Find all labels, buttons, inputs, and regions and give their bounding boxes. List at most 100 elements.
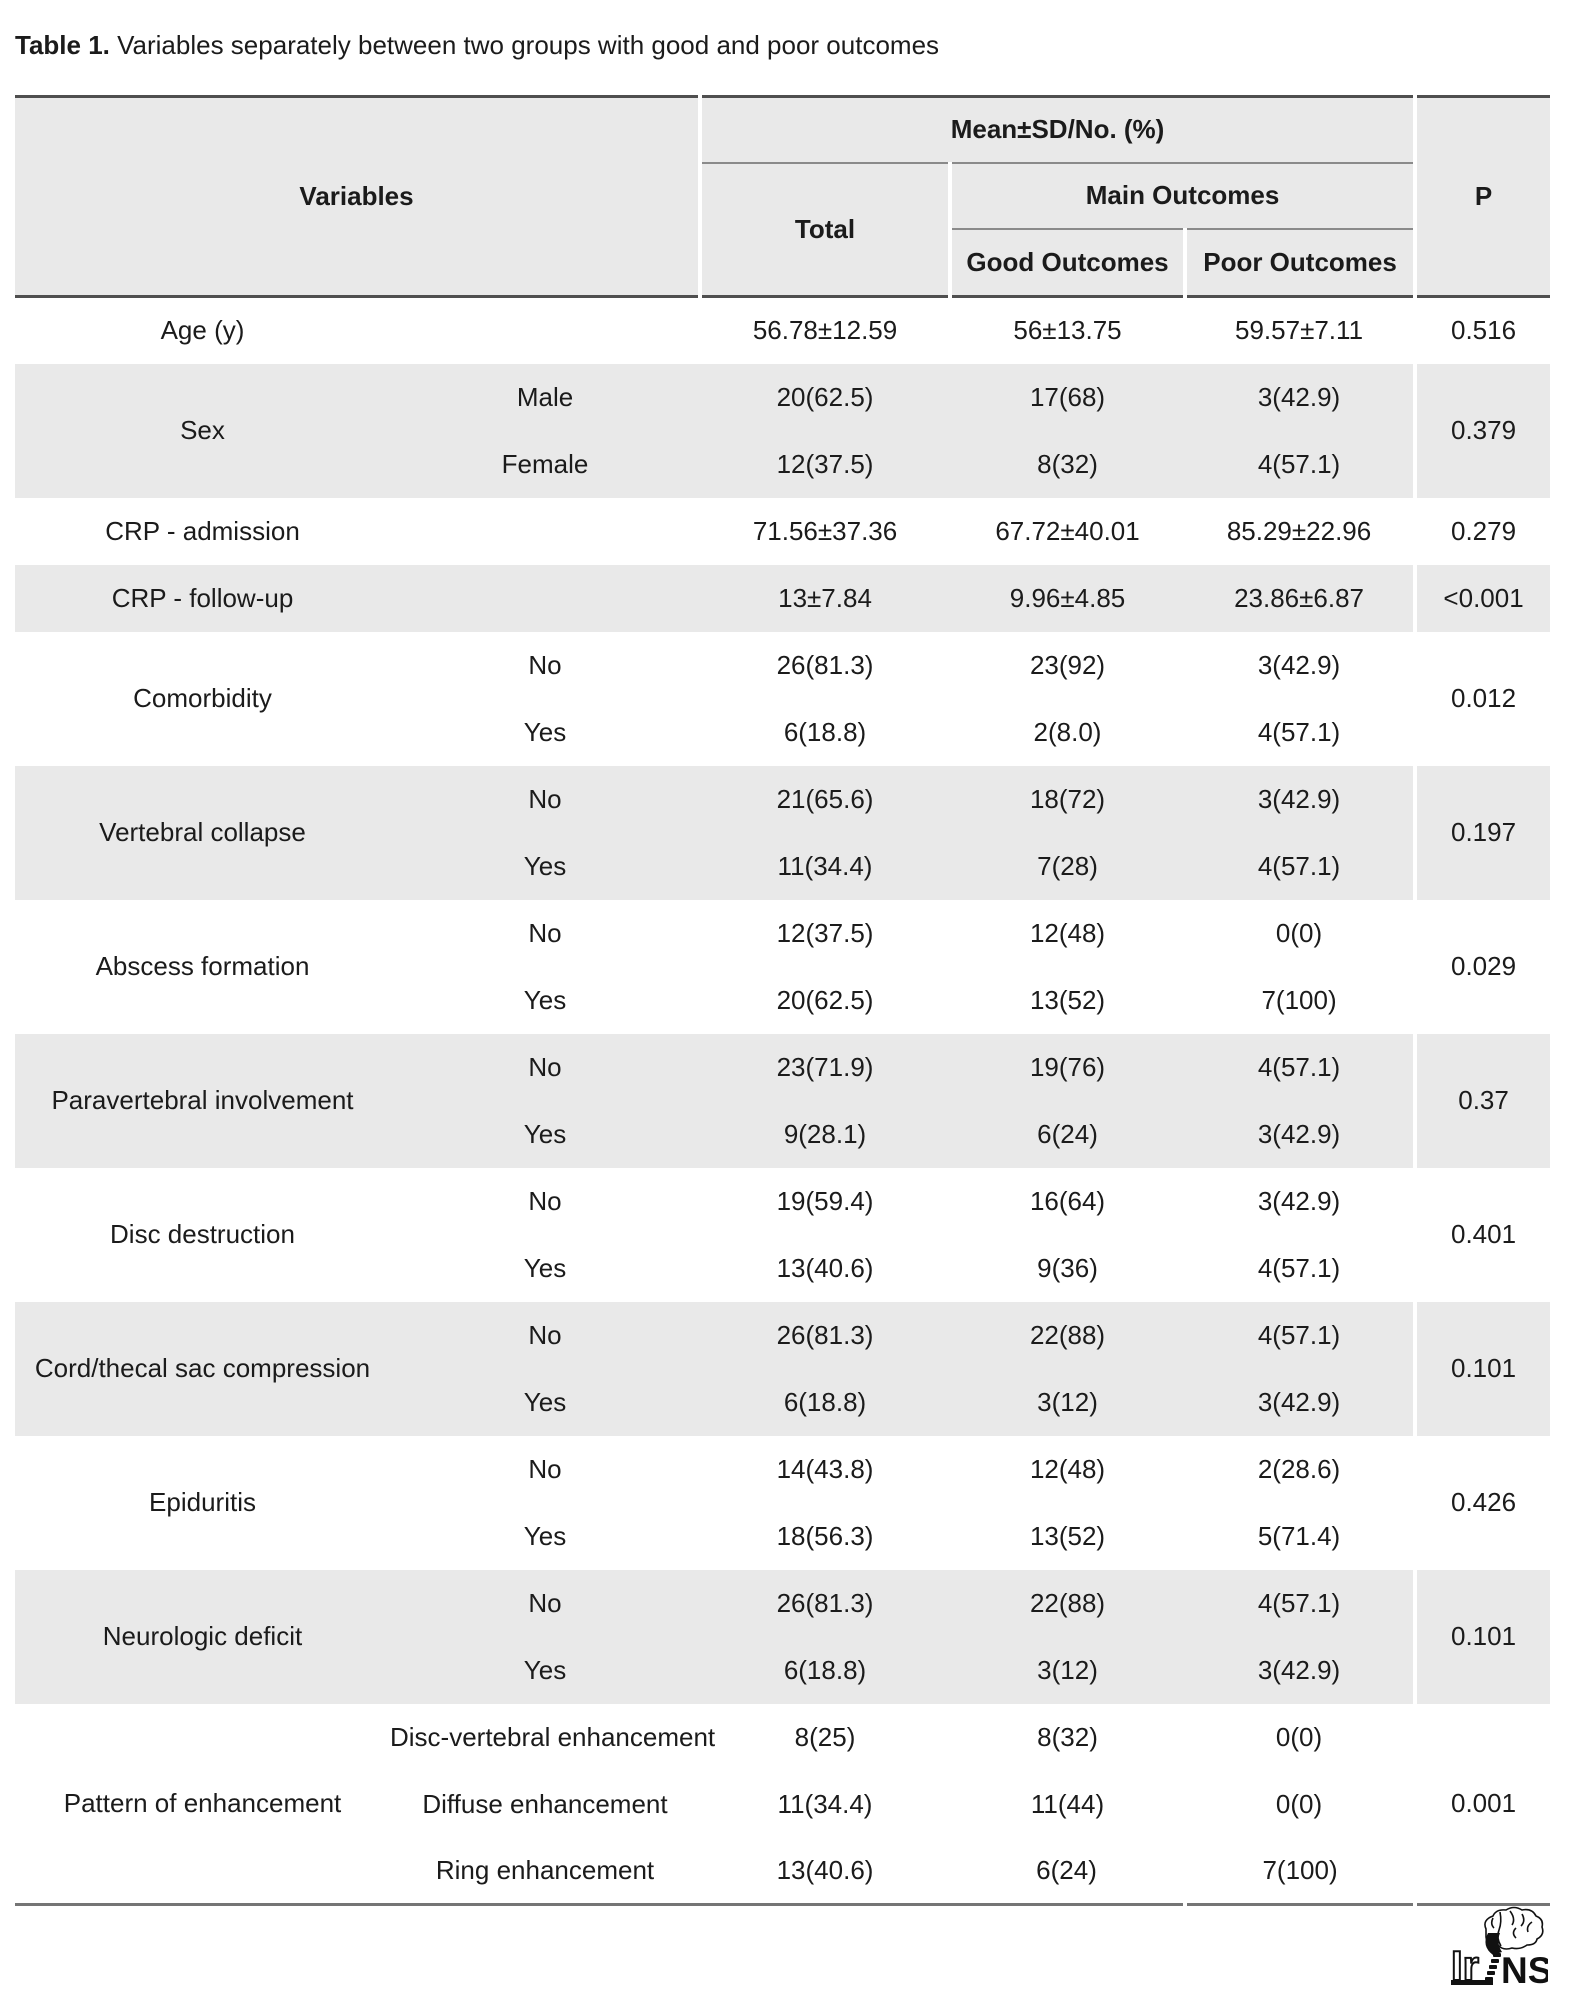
cell-poor-outcomes: 5(71.4): [1185, 1502, 1416, 1570]
brain-icon: [1484, 1906, 1544, 1950]
table-row: Yes 6(18.8) 3(12) 3(42.9): [15, 1636, 1550, 1704]
cell-p-value: 0.001: [1413, 1703, 1551, 1906]
cell-total: 6(18.8): [700, 698, 951, 766]
cell-p-value: 0.426: [1413, 1435, 1551, 1570]
variable-sublabel: No: [390, 1301, 701, 1369]
cell-good-outcomes: 11(44): [950, 1770, 1186, 1838]
cell-p-value: 0.101: [1413, 1569, 1551, 1704]
variable-sublabel: No: [390, 1435, 701, 1503]
cell-total: 71.56±37.36: [700, 497, 951, 565]
cell-poor-outcomes: 85.29±22.96: [1185, 497, 1416, 565]
cell-poor-outcomes: 3(42.9): [1185, 1100, 1416, 1168]
cell-poor-outcomes: 3(42.9): [1185, 1368, 1416, 1436]
table-header: Variables Mean±SD/No. (%) P Total Main O…: [15, 95, 1551, 298]
variable-name: Epiduritis: [15, 1435, 390, 1570]
cell-good-outcomes: 22(88): [950, 1301, 1186, 1369]
cell-good-outcomes: 12(48): [950, 899, 1186, 967]
variable-sublabel: Yes: [390, 1502, 701, 1570]
variable-name: CRP - admission: [15, 497, 390, 565]
table-caption-label: Table 1.: [15, 30, 110, 60]
irjns-journal-logo: Ir NS: [1450, 1906, 1548, 1990]
cell-total: 8(25): [700, 1703, 951, 1771]
cell-poor-outcomes: 3(42.9): [1185, 363, 1416, 431]
cell-p-value: 0.401: [1413, 1167, 1551, 1302]
cell-good-outcomes: 16(64): [950, 1167, 1186, 1235]
variable-name: Pattern of enhancement: [15, 1703, 390, 1906]
cell-total: 26(81.3): [700, 631, 951, 699]
table-row: Yes 13(40.6) 9(36) 4(57.1): [15, 1234, 1550, 1302]
cell-poor-outcomes: 0(0): [1185, 899, 1416, 967]
cell-poor-outcomes: 3(42.9): [1185, 631, 1416, 699]
col-header-poor-outcomes: Poor Outcomes: [1183, 228, 1416, 298]
table-row: Pattern of enhancement Disc-vertebral enh…: [15, 1703, 1551, 1906]
table-caption-text: Variables separately between two groups …: [117, 30, 940, 60]
cell-total: 13(40.6): [700, 1234, 951, 1302]
cell-good-outcomes: 17(68): [950, 363, 1186, 431]
variable-sublabel: [390, 564, 701, 632]
cell-total: 26(81.3): [700, 1301, 951, 1369]
variable-name: Vertebral collapse: [15, 765, 390, 900]
cell-good-outcomes: 67.72±40.01: [950, 497, 1186, 565]
cell-good-outcomes: 7(28): [950, 832, 1186, 900]
table-row: Diffuse enhancement 11(34.4) 11(44) 0(0): [15, 1770, 1550, 1838]
col-header-good-outcomes: Good Outcomes: [948, 228, 1186, 298]
cell-good-outcomes: 12(48): [950, 1435, 1186, 1503]
variable-name: Paravertebral involvement: [15, 1033, 390, 1168]
header-row-3: Good Outcomes Poor Outcomes: [15, 228, 1550, 298]
variable-sublabel: No: [390, 899, 701, 967]
cell-good-outcomes: 8(32): [950, 1703, 1186, 1771]
cell-good-outcomes: 9.96±4.85: [950, 564, 1186, 632]
cell-poor-outcomes: 0(0): [1185, 1703, 1416, 1771]
cell-poor-outcomes: 7(100): [1183, 1837, 1416, 1906]
spine-icon: [1485, 1953, 1501, 1981]
variable-sublabel: No: [390, 1033, 701, 1101]
cell-good-outcomes: 23(92): [950, 631, 1186, 699]
table-row: Yes 6(18.8) 2(8.0) 4(57.1): [15, 698, 1550, 766]
cell-total: 13±7.84: [700, 564, 951, 632]
table-row: Vertebral collapse No 21(65.6) 18(72) 3(42.9…: [15, 765, 1551, 900]
variable-sublabel: [390, 296, 701, 364]
cell-poor-outcomes: 7(100): [1185, 966, 1416, 1034]
cell-total: 11(34.4): [700, 1770, 951, 1838]
cell-total: 11(34.4): [700, 832, 951, 900]
header-row-1: Variables Mean±SD/No. (%) P: [15, 95, 1551, 298]
table-row: Ring enhancement 13(40.6) 6(24) 7(100): [15, 1837, 1550, 1906]
cell-poor-outcomes: 4(57.1): [1185, 1569, 1416, 1637]
cell-poor-outcomes: 23.86±6.87: [1185, 564, 1416, 632]
variable-sublabel: Yes: [390, 1368, 701, 1436]
cell-poor-outcomes: 4(57.1): [1185, 1033, 1416, 1101]
cell-poor-outcomes: 4(57.1): [1185, 1301, 1416, 1369]
cell-total: 20(62.5): [700, 363, 951, 431]
cell-good-outcomes: 3(12): [950, 1636, 1186, 1704]
variable-sublabel: No: [390, 631, 701, 699]
cell-good-outcomes: 3(12): [950, 1368, 1186, 1436]
cell-total: 13(40.6): [700, 1837, 951, 1906]
cell-p-value: <0.001: [1413, 564, 1551, 632]
col-header-p: P: [1413, 95, 1551, 298]
variable-sublabel: Yes: [390, 1636, 701, 1704]
cell-p-value: 0.379: [1413, 363, 1551, 498]
table-row: Yes 9(28.1) 6(24) 3(42.9): [15, 1100, 1550, 1168]
variable-name: Abscess formation: [15, 899, 390, 1034]
variable-sublabel: No: [390, 1167, 701, 1235]
cell-poor-outcomes: 2(28.6): [1185, 1435, 1416, 1503]
cell-p-value: 0.37: [1413, 1033, 1551, 1168]
table-row: Comorbidity No 26(81.3) 23(92) 3(42.9) 0.012: [15, 631, 1551, 766]
variable-name: Cord/thecal sac compression: [15, 1301, 390, 1436]
table-row: Age (y) 56.78±12.59 56±13.75 59.57±7.11 0.51…: [15, 296, 1551, 364]
header-row-2: Total Main Outcomes: [15, 162, 1550, 298]
cell-good-outcomes: 19(76): [950, 1033, 1186, 1101]
table-row: Sex Male 20(62.5) 17(68) 3(42.9) 0.379: [15, 363, 1551, 498]
table-caption: Table 1. Variables separately between tw…: [15, 30, 939, 61]
variable-sublabel: Male: [390, 363, 701, 431]
cell-good-outcomes: 18(72): [950, 765, 1186, 833]
logo-text-solid: NS: [1501, 1950, 1548, 1990]
variable-sublabel: Yes: [390, 1234, 701, 1302]
cell-poor-outcomes: 4(57.1): [1185, 430, 1416, 498]
cell-p-value: 0.516: [1413, 296, 1551, 364]
cell-poor-outcomes: 3(42.9): [1185, 765, 1416, 833]
cell-total: 12(37.5): [700, 430, 951, 498]
variable-name: Age (y): [15, 296, 390, 364]
cell-good-outcomes: 8(32): [950, 430, 1186, 498]
